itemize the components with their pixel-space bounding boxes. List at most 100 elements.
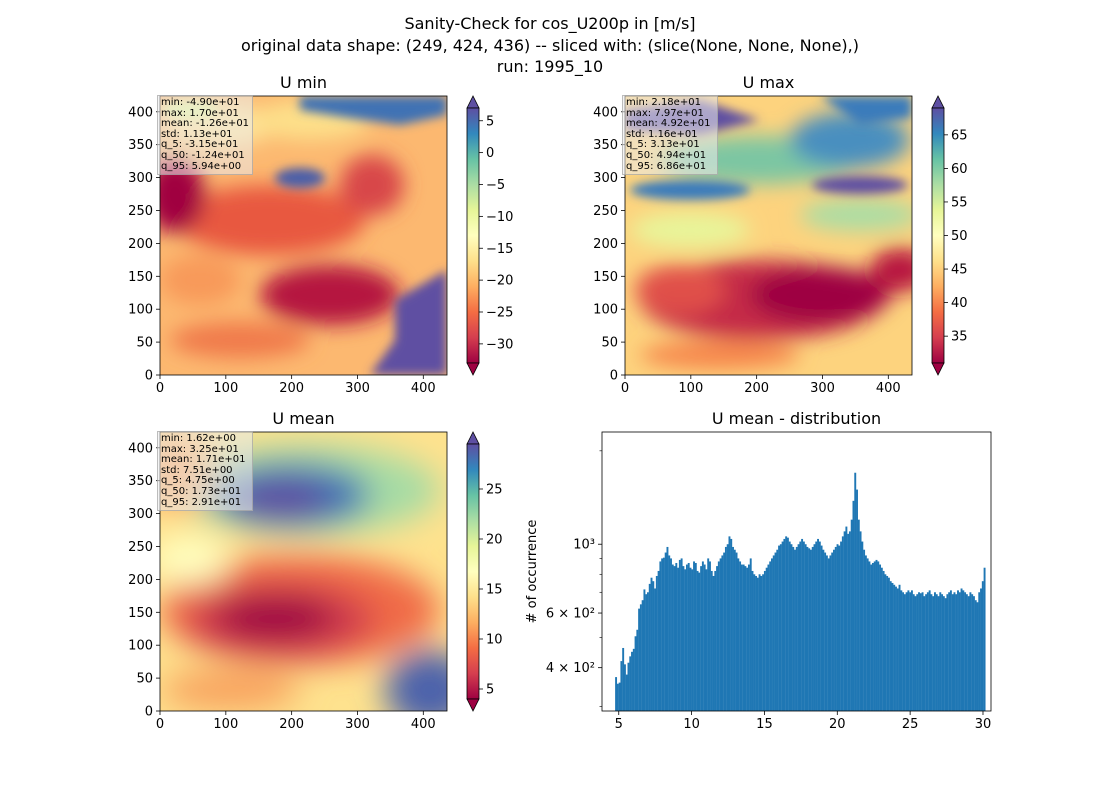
colorbar-tick-label: 45 xyxy=(951,263,968,278)
histogram-bar xyxy=(866,558,869,711)
y-tick-label: 400 xyxy=(593,105,618,120)
y-tick-label: 100 xyxy=(128,303,153,318)
histogram-bar xyxy=(820,545,823,711)
histogram-bar xyxy=(921,592,924,711)
x-tick-label: 0 xyxy=(621,381,629,396)
histogram-bar xyxy=(772,555,775,711)
y-tick-label: 0 xyxy=(145,369,153,384)
histogram-bar xyxy=(769,561,772,711)
y-tick-label: 50 xyxy=(136,336,153,351)
histogram-bar xyxy=(616,683,619,711)
histogram-bar xyxy=(939,592,942,711)
histogram-bar xyxy=(726,544,729,711)
stat-line: q_95: 6.86e+01 xyxy=(626,160,707,172)
x-tick-label: 5 xyxy=(615,717,623,732)
stat-line: mean: -1.26e+01 xyxy=(161,118,250,130)
stat-line: q_50: -1.24e+01 xyxy=(161,149,245,161)
histogram-bar xyxy=(926,592,929,711)
histogram-bar xyxy=(689,567,692,711)
y-tick-label: 350 xyxy=(593,138,618,153)
histogram-bar xyxy=(916,594,919,711)
histogram-bar xyxy=(882,570,885,711)
histogram-bar xyxy=(795,546,798,711)
x-tick-label: 100 xyxy=(213,381,238,396)
histogram-bar xyxy=(944,598,947,711)
histogram-bar xyxy=(856,489,858,711)
histogram-bar xyxy=(647,592,649,711)
histogram-bar xyxy=(657,570,660,711)
stats-box-umean: min: 1.62e+00 max: 3.25e+01 mean: 1.71e+… xyxy=(157,431,253,512)
histogram-bar xyxy=(723,552,726,711)
histogram-bar xyxy=(774,552,777,711)
histogram-bar xyxy=(698,572,701,711)
histogram-bar xyxy=(701,561,704,711)
histogram-bar xyxy=(730,538,733,711)
histogram-bar xyxy=(833,549,835,711)
histogram-bar xyxy=(900,590,903,711)
histogram-bar xyxy=(829,555,832,711)
colorbar-tick-label: −10 xyxy=(486,210,513,225)
histogram-bar xyxy=(946,594,949,711)
x-tick-label: 10 xyxy=(683,717,700,732)
histogram-bar xyxy=(664,552,667,711)
histogram-bar xyxy=(675,562,678,711)
histogram-bar xyxy=(962,590,965,711)
histogram-bar xyxy=(836,544,839,711)
histogram-bar xyxy=(728,536,731,711)
histogram-bar xyxy=(895,586,897,711)
histogram-bar xyxy=(861,541,864,711)
histogram-bar xyxy=(680,558,683,711)
histogram-bar xyxy=(733,549,736,711)
histogram-bar xyxy=(712,575,715,711)
y-tick-label: 400 xyxy=(128,441,153,456)
histogram-bar xyxy=(891,582,894,711)
stat-line: mean: 4.92e+01 xyxy=(626,118,711,130)
histogram-bar xyxy=(875,559,878,711)
histogram-bar xyxy=(678,559,681,711)
histogram-bar xyxy=(976,602,979,711)
histogram-bar xyxy=(771,558,773,711)
histogram-bar xyxy=(953,592,956,711)
histogram-bar xyxy=(935,594,938,711)
histogram-bar xyxy=(794,549,796,711)
histogram-bar xyxy=(964,592,967,711)
histogram-bar xyxy=(843,531,846,711)
colorbar-tick-label: −20 xyxy=(486,274,513,289)
histogram-bar xyxy=(831,552,834,711)
histogram-bar xyxy=(634,636,637,711)
histogram-bar xyxy=(756,577,759,711)
y-tick-label: 100 xyxy=(593,303,618,318)
histogram-bar xyxy=(887,577,890,711)
histogram-bar xyxy=(941,594,944,711)
colorbar-umax-body xyxy=(931,107,945,364)
histogram-bar xyxy=(918,592,920,711)
histogram-bar xyxy=(735,552,738,711)
histogram-bar xyxy=(684,569,687,711)
histogram-bar xyxy=(661,558,664,711)
colorbar-tick-label: 20 xyxy=(486,533,503,548)
histogram-bar xyxy=(870,564,873,711)
y-tick-label: 200 xyxy=(128,237,153,252)
y-tick-label: 150 xyxy=(593,270,618,285)
heatmap-image-umax xyxy=(625,96,912,375)
histogram-bar xyxy=(960,588,963,711)
colorbar-tick-label: 15 xyxy=(486,583,503,598)
histogram-bar xyxy=(622,647,625,711)
histogram-bar xyxy=(930,594,933,711)
histogram-bar xyxy=(857,519,860,711)
x-tick-label: 100 xyxy=(213,717,238,732)
x-tick-label: 400 xyxy=(876,381,901,396)
histogram-bar xyxy=(981,581,984,711)
histogram-bar xyxy=(721,555,724,711)
histogram-bar xyxy=(668,555,671,711)
histogram-bar xyxy=(751,570,754,711)
y-tick-label: 400 xyxy=(128,105,153,120)
histogram-bar xyxy=(755,575,757,711)
histogram-bar xyxy=(948,592,951,711)
chart-title-umax: U max xyxy=(743,73,795,92)
histogram-bar xyxy=(896,588,899,711)
histogram-bar xyxy=(978,592,981,711)
histogram-bar xyxy=(747,564,750,711)
histogram-bar xyxy=(753,574,756,711)
histogram-bar xyxy=(709,561,711,711)
